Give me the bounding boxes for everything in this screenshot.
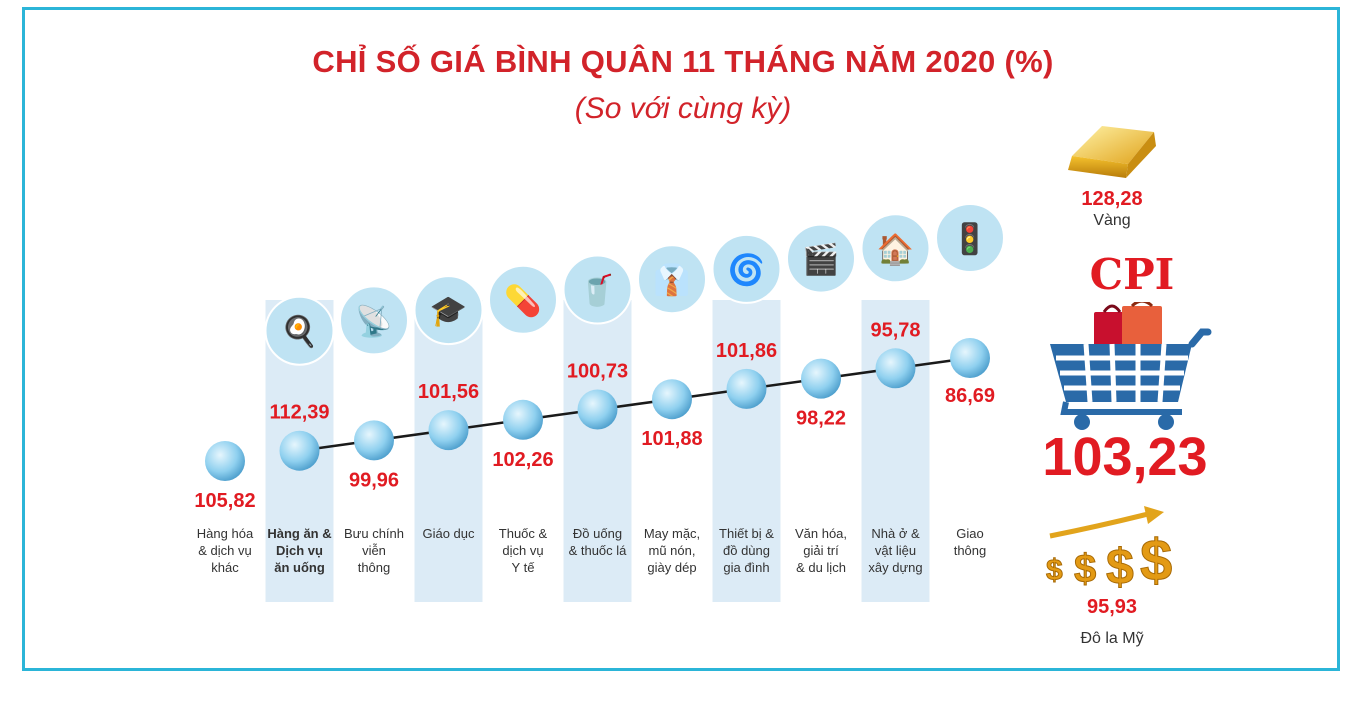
- usd-value: 95,93: [1086, 596, 1138, 618]
- shirt-shoes-icon: 👔: [637, 244, 707, 315]
- data-point: [950, 338, 990, 378]
- value-label: 101,56: [418, 381, 479, 403]
- data-point: [205, 441, 245, 481]
- category-label: & dịch vụ: [198, 543, 251, 558]
- category-label: giải trí: [803, 543, 839, 558]
- category-label: Y tế: [512, 560, 536, 575]
- value-label: 101,88: [641, 428, 702, 450]
- traffic-light-icon: 🚦: [935, 203, 1005, 273]
- food-plate-icon: 🍳: [264, 295, 335, 366]
- category-label: Nhà ở &: [871, 526, 920, 541]
- category-label: thông: [954, 543, 987, 558]
- category-label: Thuốc &: [499, 526, 548, 541]
- value-label: 105,82: [194, 490, 255, 512]
- value-label: 112,39: [269, 402, 329, 424]
- category-label: Giáo dục: [422, 526, 475, 541]
- radio-tower-icon: 📡: [339, 285, 409, 356]
- washing-machine-icon: 🌀: [711, 233, 782, 304]
- data-point: [652, 379, 692, 420]
- usd-name: Đô la Mỹ: [1080, 630, 1144, 647]
- category-label: mũ nón,: [649, 543, 696, 558]
- category-label: giày dép: [647, 560, 696, 575]
- category-label: vật liệu: [875, 543, 916, 558]
- chart-subtitle: (So với cùng kỳ): [574, 92, 792, 125]
- category-label: Dịch vụ: [276, 543, 323, 558]
- svg-text:🎓: 🎓: [430, 294, 467, 329]
- data-point: [354, 420, 394, 461]
- shopping-cart-icon: [1050, 302, 1212, 430]
- svg-text:🌀: 🌀: [728, 251, 765, 288]
- infographic-frame: [22, 7, 1340, 671]
- value-label: 98,22: [796, 408, 846, 430]
- category-label: xây dựng: [868, 560, 922, 575]
- value-label: 99,96: [349, 469, 399, 491]
- value-label: 95,78: [870, 319, 920, 341]
- gold-bar-icon: [1068, 126, 1156, 178]
- svg-text:$: $: [1046, 554, 1063, 587]
- svg-text:📡: 📡: [355, 301, 392, 339]
- category-label: Thiết bị &: [719, 526, 774, 541]
- drink-cigarette-icon: 🥤: [562, 254, 633, 325]
- category-label: gia đình: [723, 560, 769, 575]
- category-label: Giao: [956, 526, 983, 541]
- category-label: & du lịch: [796, 560, 846, 575]
- cpi-label: CPI: [1089, 250, 1175, 299]
- category-label: đồ dùng: [723, 543, 770, 558]
- shaded-column: [414, 300, 483, 602]
- svg-text:🎬: 🎬: [802, 242, 839, 278]
- category-label: Hàng hóa: [197, 526, 254, 541]
- series-line: [299, 356, 971, 452]
- value-label: 101,86: [716, 340, 777, 362]
- data-point: [428, 410, 469, 451]
- data-point: [801, 358, 841, 399]
- category-label: khác: [211, 560, 239, 575]
- shaded-column: [563, 300, 632, 602]
- svg-text:🥤: 🥤: [579, 273, 616, 309]
- category-label: May mặc,: [644, 526, 700, 541]
- dollar-signs-icon: $ $ $ $: [1046, 506, 1173, 588]
- category-label: Hàng ăn &: [267, 526, 331, 541]
- svg-text:💊: 💊: [504, 282, 541, 319]
- svg-text:$: $: [1074, 547, 1096, 588]
- value-label: 100,73: [567, 361, 628, 383]
- pill-capsule-icon: 💊: [488, 264, 558, 335]
- graduation-cap-icon: 🎓: [413, 275, 484, 346]
- value-label: 86,69: [945, 385, 995, 407]
- svg-text:🏠: 🏠: [877, 232, 914, 267]
- svg-text:🚦: 🚦: [951, 221, 988, 257]
- gold-name: Vàng: [1093, 212, 1131, 229]
- clapperboard-icon: 🎬: [786, 223, 856, 294]
- value-label: 102,26: [492, 449, 553, 471]
- shaded-column: [712, 300, 781, 602]
- category-label: Đồ uống: [573, 526, 622, 541]
- category-label: & thuốc lá: [569, 543, 628, 558]
- svg-text:$: $: [1106, 539, 1134, 588]
- category-label: dịch vụ: [502, 543, 543, 558]
- data-point: [279, 430, 320, 471]
- category-label: ăn uống: [274, 560, 325, 575]
- house-icon: 🏠: [860, 213, 931, 284]
- category-label: thông: [358, 560, 391, 575]
- data-point: [875, 348, 916, 389]
- category-label: Bưu chính: [344, 526, 404, 541]
- category-label: viễn: [362, 543, 386, 558]
- category-label: Văn hóa,: [795, 526, 847, 541]
- data-point: [577, 389, 618, 430]
- svg-text:$: $: [1140, 528, 1172, 588]
- gold-value: 128,28: [1081, 188, 1143, 210]
- svg-text:🍳: 🍳: [281, 314, 318, 350]
- data-point: [726, 368, 767, 409]
- cpi-value: 103,23: [1042, 427, 1208, 487]
- chart-title: CHỈ SỐ GIÁ BÌNH QUÂN 11 THÁNG NĂM 2020 (…: [312, 44, 1054, 79]
- svg-text:👔: 👔: [653, 262, 690, 298]
- data-point: [503, 399, 543, 440]
